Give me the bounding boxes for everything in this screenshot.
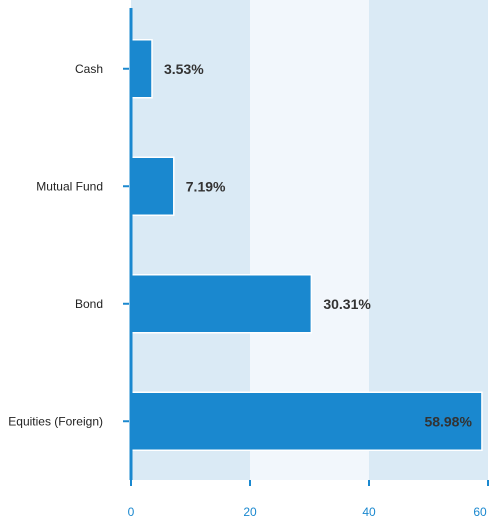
category-label-mutual-fund: Mutual Fund xyxy=(36,179,103,193)
bar-bond xyxy=(130,274,313,334)
grid-bands xyxy=(131,0,488,480)
bar-cash xyxy=(130,39,153,99)
value-label-mutual-fund: 7.19% xyxy=(186,178,226,194)
x-tick-label-20: 20 xyxy=(243,505,257,519)
bars xyxy=(130,39,483,451)
bar-mutual-fund xyxy=(130,156,175,216)
x-tick-label-0: 0 xyxy=(128,505,135,519)
bar-equities-foreign xyxy=(130,391,483,451)
category-label-bond: Bond xyxy=(75,297,103,311)
value-label-equities-foreign: 58.98% xyxy=(424,413,472,429)
category-label-cash: Cash xyxy=(75,62,103,76)
x-tick-label-40: 40 xyxy=(362,505,376,519)
value-label-cash: 3.53% xyxy=(164,61,204,77)
value-label-bond: 30.31% xyxy=(323,296,371,312)
x-tick-label-60: 60 xyxy=(473,505,487,519)
labels: Cash 3.53% Mutual Fund 7.19% Bond 30.31% Equit… xyxy=(8,61,487,519)
axes xyxy=(123,8,489,486)
category-label-equities-foreign: Equities (Foreign) xyxy=(8,414,103,428)
